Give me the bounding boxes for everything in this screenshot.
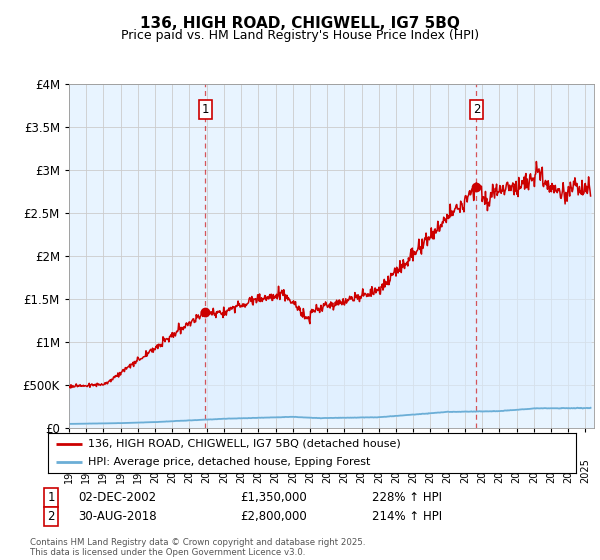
- Text: 1997: 1997: [98, 459, 109, 483]
- Text: 214% ↑ HPI: 214% ↑ HPI: [372, 510, 442, 523]
- Text: 2019: 2019: [477, 459, 487, 483]
- Text: 2004: 2004: [219, 459, 229, 483]
- Text: 1: 1: [202, 104, 209, 116]
- Text: 2: 2: [473, 104, 480, 116]
- Text: 2014: 2014: [391, 459, 401, 483]
- Text: 228% ↑ HPI: 228% ↑ HPI: [372, 491, 442, 504]
- Text: 2005: 2005: [236, 459, 246, 483]
- Text: 2001: 2001: [167, 459, 177, 483]
- Text: 2018: 2018: [460, 459, 470, 483]
- Text: 2015: 2015: [408, 459, 418, 483]
- Text: 2006: 2006: [253, 459, 263, 483]
- Text: 2009: 2009: [305, 459, 315, 483]
- Text: 2010: 2010: [322, 459, 332, 483]
- Text: Price paid vs. HM Land Registry's House Price Index (HPI): Price paid vs. HM Land Registry's House …: [121, 29, 479, 42]
- Text: 2020: 2020: [494, 459, 505, 483]
- Text: 2012: 2012: [356, 459, 367, 483]
- Text: £2,800,000: £2,800,000: [240, 510, 307, 523]
- Text: 30-AUG-2018: 30-AUG-2018: [78, 510, 157, 523]
- Text: 2: 2: [47, 510, 55, 523]
- Text: £1,350,000: £1,350,000: [240, 491, 307, 504]
- Text: 1995: 1995: [64, 459, 74, 483]
- Text: 1999: 1999: [133, 459, 143, 483]
- Text: 2025: 2025: [580, 459, 590, 483]
- Text: 2023: 2023: [546, 459, 556, 483]
- Text: 136, HIGH ROAD, CHIGWELL, IG7 5BQ (detached house): 136, HIGH ROAD, CHIGWELL, IG7 5BQ (detac…: [88, 439, 400, 449]
- Text: 02-DEC-2002: 02-DEC-2002: [78, 491, 156, 504]
- Text: 2011: 2011: [340, 459, 349, 483]
- Text: 136, HIGH ROAD, CHIGWELL, IG7 5BQ: 136, HIGH ROAD, CHIGWELL, IG7 5BQ: [140, 16, 460, 31]
- Text: 2000: 2000: [150, 459, 160, 483]
- Text: 2024: 2024: [563, 459, 573, 483]
- Text: 1998: 1998: [116, 459, 125, 483]
- Text: 1996: 1996: [81, 459, 91, 483]
- Text: HPI: Average price, detached house, Epping Forest: HPI: Average price, detached house, Eppi…: [88, 458, 370, 467]
- Text: 2002: 2002: [184, 459, 194, 483]
- Text: 2007: 2007: [271, 459, 281, 483]
- Text: 2016: 2016: [425, 459, 436, 483]
- Text: 2017: 2017: [443, 459, 452, 483]
- Text: 2008: 2008: [288, 459, 298, 483]
- Text: Contains HM Land Registry data © Crown copyright and database right 2025.
This d: Contains HM Land Registry data © Crown c…: [30, 538, 365, 557]
- Text: 2013: 2013: [374, 459, 384, 483]
- Text: 1: 1: [47, 491, 55, 504]
- Text: 2022: 2022: [529, 459, 539, 483]
- Text: 2003: 2003: [202, 459, 212, 483]
- Text: 2021: 2021: [512, 459, 521, 483]
